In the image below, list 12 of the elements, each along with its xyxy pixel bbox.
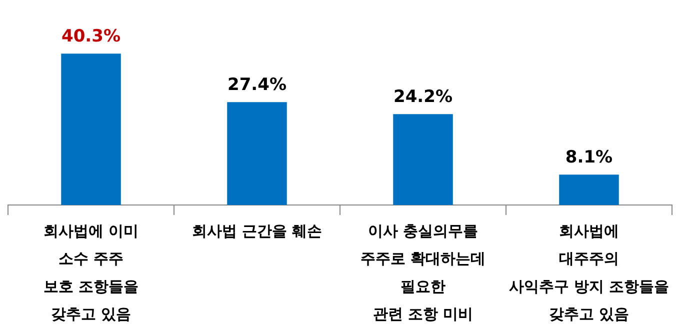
data-label: 40.3% — [62, 26, 120, 47]
x-tick-label: 회사법 근간을 훼손 — [192, 222, 322, 240]
bar — [61, 54, 121, 205]
x-tick-label: 회사법에 대주주의 사익추구 방지 조항들을 갖추고 있음 — [508, 222, 670, 324]
bar — [227, 102, 287, 205]
x-tick-label: 이사 충실의무를 주주로 확대하는데 필요한 관련 조항 미비 — [360, 222, 486, 324]
bar — [559, 174, 619, 205]
data-label: 8.1% — [565, 148, 613, 168]
data-label: 27.4% — [228, 75, 286, 96]
data-label: 24.2% — [394, 87, 452, 108]
bar — [393, 114, 453, 205]
x-tick-label: 회사법에 이미 소수 주주 보호 조항들을 갖추고 있음 — [43, 222, 139, 324]
